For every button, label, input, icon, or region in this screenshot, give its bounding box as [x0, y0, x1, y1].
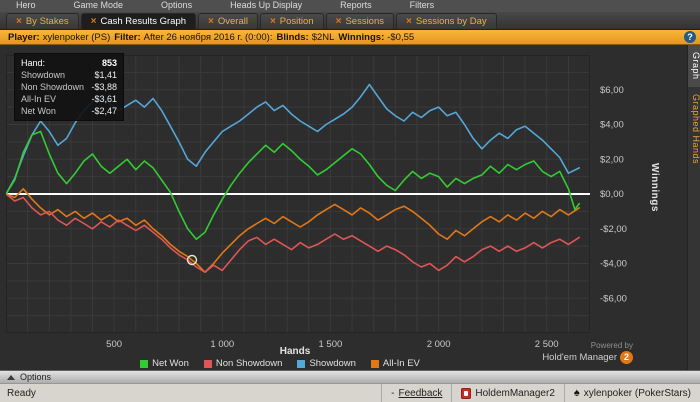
svg-text:1 500: 1 500	[319, 339, 343, 350]
svg-text:$6,00: $6,00	[600, 85, 624, 96]
menu-heads-up-display[interactable]: Heads Up Display	[230, 0, 303, 10]
side-tab-graph[interactable]: Graph	[688, 45, 700, 87]
series-legend: Net Won Non Showdown Showdown All-In EV	[0, 358, 560, 369]
filter-info-bar: Player: xylenpoker (PS) Filter: After 26…	[0, 30, 700, 45]
svg-text:-$6,00: -$6,00	[600, 293, 627, 304]
svg-text:$4,00: $4,00	[600, 120, 624, 131]
tooltip-row-label: Net Won	[21, 106, 56, 116]
main-area: $6,00 $4,00 $2,00 $0,00 -$2,00 -$4,00 -$6,00 50…	[0, 45, 700, 370]
side-tab-graphed-hands[interactable]: Graphed Hands	[691, 93, 700, 164]
menu-bar: Hero Game Mode Options Heads Up Display …	[0, 0, 700, 12]
close-icon[interactable]: ×	[16, 15, 22, 27]
menu-filters[interactable]: Filters	[409, 0, 435, 10]
cash-results-chart-panel: $6,00 $4,00 $2,00 $0,00 -$2,00 -$4,00 -$6,00 50…	[0, 45, 687, 370]
tooltip-row-label: All-In EV	[21, 94, 57, 104]
y-axis-title: Winnings	[649, 163, 660, 212]
tooltip-hand-label: Hand:	[21, 58, 46, 68]
side-tab-strip: Graph Graphed Hands	[687, 45, 700, 370]
svg-text:$2,00: $2,00	[600, 154, 624, 165]
app-segment: HoldemManager2	[451, 384, 564, 402]
brand-name: Hold'em Manager	[542, 352, 617, 363]
tooltip-hand-value: 853	[101, 58, 117, 68]
winnings-value: -$0,55	[387, 31, 415, 43]
legend-label: Net Won	[152, 358, 189, 369]
player-label: Player:	[8, 31, 40, 43]
options-bar-label: Options	[20, 372, 52, 382]
legend-item-all-in-ev[interactable]: All-In EV	[370, 358, 420, 369]
menu-reports[interactable]: Reports	[340, 0, 372, 10]
feedback-link[interactable]: Feedback	[398, 387, 443, 399]
tab-by-stakes[interactable]: × By Stakes	[6, 13, 79, 29]
tooltip-row-value: -$2,47	[91, 106, 117, 116]
tab-label: Position	[279, 16, 314, 27]
legend-label: Showdown	[309, 358, 356, 369]
tab-label: Sessions	[345, 16, 385, 27]
svg-text:500: 500	[106, 339, 122, 350]
svg-text:-$4,00: -$4,00	[600, 259, 627, 270]
status-bar: Ready - Feedback HoldemManager2 ♠ xylenp…	[0, 383, 700, 402]
legend-item-showdown[interactable]: Showdown	[297, 358, 356, 369]
legend-item-non-showdown[interactable]: Non Showdown	[203, 358, 283, 369]
svg-text:$0,00: $0,00	[600, 189, 624, 200]
account-name: xylenpoker (PokerStars)	[583, 387, 691, 399]
feedback-prefix: -	[391, 387, 395, 399]
feedback-segment: - Feedback	[381, 384, 451, 402]
status-ready: Ready	[7, 387, 36, 399]
holdem-manager-icon	[461, 387, 472, 399]
close-icon[interactable]: ×	[335, 15, 342, 27]
legend-label: All-In EV	[382, 358, 420, 369]
help-button[interactable]: ?	[684, 31, 696, 43]
tooltip-row-value: $1,41	[94, 70, 117, 80]
close-icon[interactable]: ×	[269, 15, 276, 27]
x-axis-title: Hands	[279, 346, 311, 357]
tab-label: Sessions by Day	[415, 16, 487, 27]
player-value: xylenpoker (PS)	[42, 31, 111, 43]
tab-label: Overall	[217, 16, 248, 27]
powered-by: Powered by Hold'em Manager 2	[542, 340, 633, 364]
report-tab-bar: × By Stakes × Cash Results Graph × Overa…	[0, 12, 700, 30]
tooltip-row-value: -$3,61	[91, 94, 117, 104]
menu-options[interactable]: Options	[161, 0, 193, 10]
svg-text:2 000: 2 000	[427, 339, 451, 350]
options-bar[interactable]: Options	[0, 370, 700, 383]
svg-text:2 500: 2 500	[535, 339, 559, 350]
blinds-label: Blinds:	[276, 31, 309, 43]
hm2-badge-icon: 2	[620, 351, 633, 364]
spade-icon: ♠	[573, 386, 580, 399]
tab-position[interactable]: × Position	[259, 13, 324, 29]
tab-label: Cash Results Graph	[100, 16, 187, 27]
filter-value: After 26 ноября 2016 г. (0:00):	[143, 31, 273, 43]
svg-text:-$2,00: -$2,00	[600, 224, 627, 235]
tab-cash-results-graph[interactable]: × Cash Results Graph	[80, 13, 197, 29]
legend-item-net-won[interactable]: Net Won	[140, 358, 189, 369]
close-icon[interactable]: ×	[406, 15, 412, 27]
tab-sessions[interactable]: × Sessions	[325, 13, 395, 29]
non-showdown-swatch-icon	[203, 359, 212, 368]
winnings-line-chart[interactable]: $6,00 $4,00 $2,00 $0,00 -$2,00 -$4,00 -$6,00 50…	[6, 55, 666, 355]
menu-game-mode[interactable]: Game Mode	[73, 0, 124, 10]
filter-label: Filter:	[114, 31, 141, 43]
close-icon[interactable]: ×	[208, 15, 214, 27]
tab-label: By Stakes	[25, 16, 69, 27]
tooltip-row-label: Showdown	[21, 70, 66, 80]
tooltip-row-value: -$3,88	[91, 82, 117, 92]
tab-sessions-by-day[interactable]: × Sessions by Day	[396, 13, 497, 29]
hand-tooltip: Hand: 853 Showdown $1,41 Non Showdown -$…	[14, 53, 124, 121]
app-name: HoldemManager2	[475, 387, 555, 399]
account-segment: ♠ xylenpoker (PokerStars)	[563, 384, 700, 402]
winnings-label: Winnings:	[338, 31, 385, 43]
tooltip-row-label: Non Showdown	[21, 82, 85, 92]
svg-text:1 000: 1 000	[210, 339, 234, 350]
legend-label: Non Showdown	[215, 358, 283, 369]
blinds-value: $2NL	[311, 31, 335, 43]
all-in-ev-swatch-icon	[370, 359, 379, 368]
powered-by-text: Powered by	[590, 341, 633, 350]
tab-overall[interactable]: × Overall	[198, 13, 258, 29]
menu-hero[interactable]: Hero	[16, 0, 36, 10]
showdown-swatch-icon	[297, 359, 306, 368]
close-icon[interactable]: ×	[90, 15, 97, 27]
net-won-swatch-icon	[140, 359, 149, 368]
chevron-up-icon	[7, 374, 15, 380]
